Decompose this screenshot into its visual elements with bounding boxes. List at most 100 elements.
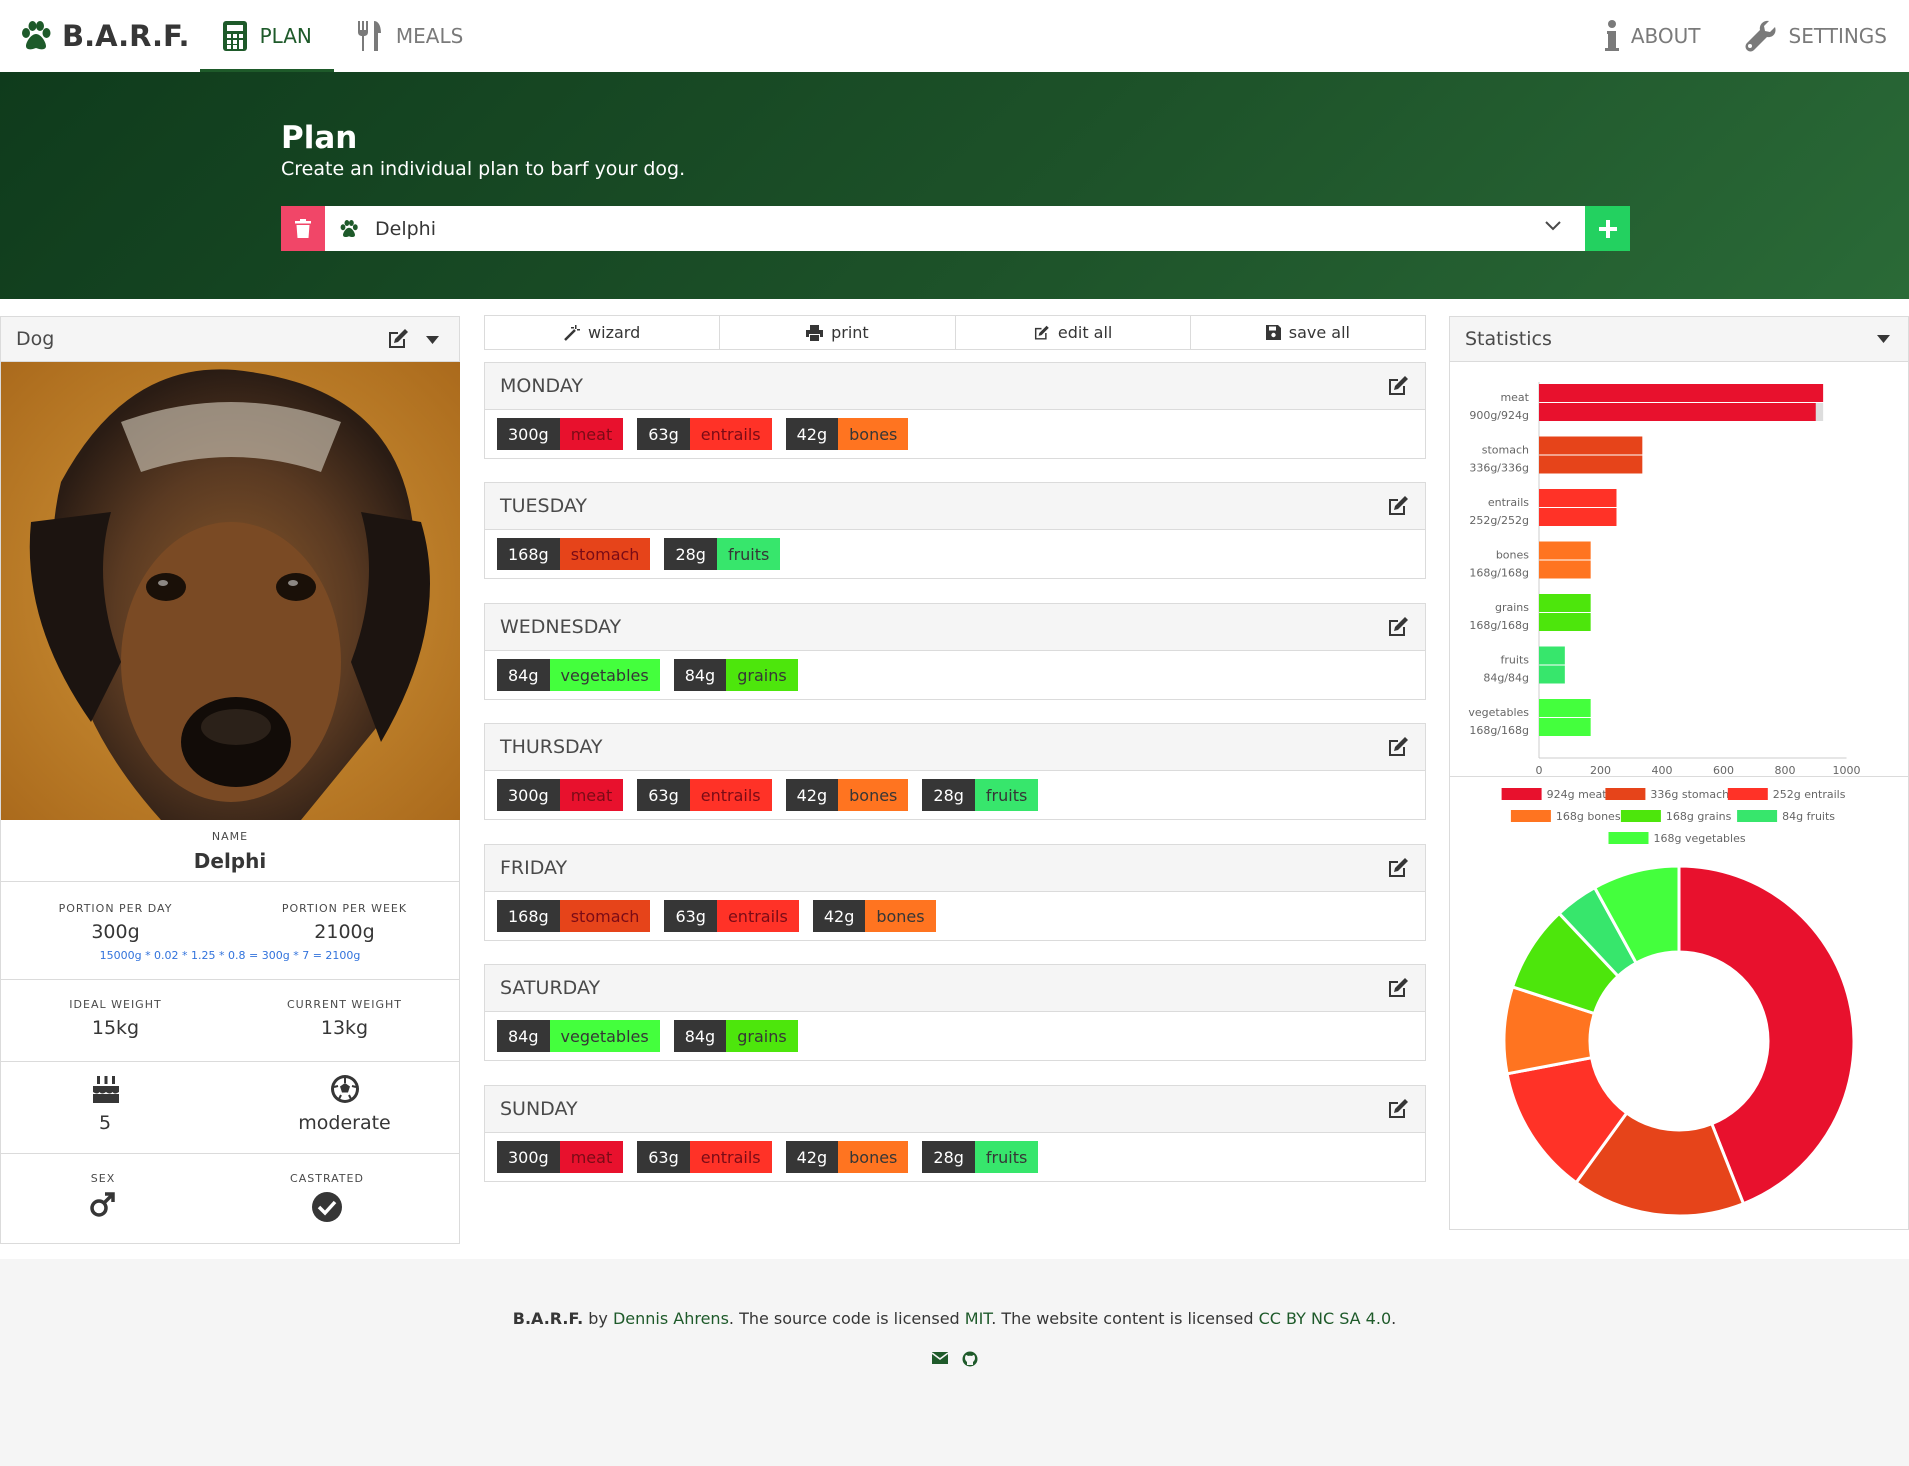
dog-card: Dog NAME Delphi PORTION PER DAY <box>0 316 460 1244</box>
footer-content-text: . The website content is licensed <box>991 1309 1259 1328</box>
meal-tag: 300g meat <box>497 1141 624 1173</box>
day-meal-tags: 300g meat 63g entrails 42g bones <box>485 410 1425 458</box>
print-label: print <box>831 323 869 342</box>
donut-chart: 924g meat 336g stomach 252g entrails 168g b… <box>1501 788 1856 1218</box>
day-meal-tags: 300g meat 63g entrails 42g bones 28g fruits <box>485 1133 1425 1181</box>
day-name: WEDNESDAY <box>500 616 622 638</box>
age-cell: 5 <box>1 1062 230 1153</box>
ideal-weight-cell: IDEAL WEIGHT 15kg <box>1 980 230 1061</box>
edit-icon[interactable] <box>1387 375 1409 397</box>
check-circle-icon <box>312 1192 342 1222</box>
portion-week-cell: PORTION PER WEEK 2100g <box>230 902 459 943</box>
dog-name-row: NAME Delphi <box>1 820 459 882</box>
footer-by: by <box>583 1309 613 1328</box>
utensils-icon <box>357 21 381 51</box>
bar-sublabel-entrails: 252g/252g <box>1469 514 1529 527</box>
day-card: SUNDAY 300g meat 63g entrails 42g bones 28g frui… <box>484 1085 1426 1182</box>
legend-swatch-bones <box>1510 810 1551 822</box>
wizard-button[interactable]: wizard <box>485 316 721 349</box>
meal-tag-amount: 42g <box>785 779 839 811</box>
legend-label-meat[interactable]: 924g meat <box>1547 788 1608 801</box>
meal-tag-amount: 42g <box>812 900 866 932</box>
delete-dog-button[interactable] <box>281 206 325 251</box>
paw-icon <box>22 21 51 50</box>
nav-plan[interactable]: PLAN <box>199 0 335 72</box>
meal-tag-amount: 28g <box>922 779 975 811</box>
meal-tag-type: bones <box>865 900 936 932</box>
brand-logo[interactable]: B.A.R.F. <box>20 0 190 72</box>
bar-actual-grains <box>1539 613 1591 631</box>
donut-slice-meat[interactable] <box>1677 864 1856 1206</box>
legend-label-stomach[interactable]: 336g stomach <box>1650 788 1729 801</box>
edit-icon[interactable] <box>1387 495 1409 517</box>
github-icon[interactable] <box>962 1351 978 1367</box>
meal-tag: 168g stomach <box>497 900 651 932</box>
edit-icon[interactable] <box>1387 1098 1409 1120</box>
legend-label-grains[interactable]: 168g grains <box>1666 810 1732 823</box>
day-name: FRIDAY <box>500 857 568 879</box>
nav-settings[interactable]: SETTINGS <box>1723 0 1909 72</box>
edit-all-button[interactable]: edit all <box>956 316 1191 349</box>
footer-text: B.A.R.F. by Dennis Ahrens. The source co… <box>0 1309 1909 1328</box>
day-name: SUNDAY <box>500 1098 578 1120</box>
legend-label-vegetables[interactable]: 168g vegetables <box>1654 832 1746 845</box>
bar-label-bones: bones <box>1496 549 1529 562</box>
mit-license-link[interactable]: MIT <box>964 1309 992 1328</box>
legend-label-entrails[interactable]: 252g entrails <box>1773 788 1846 801</box>
caret-down-icon[interactable] <box>426 336 439 344</box>
envelope-icon[interactable] <box>931 1351 948 1365</box>
meal-tag: 28g fruits <box>922 1141 1039 1173</box>
day-name: SATURDAY <box>500 977 601 999</box>
meal-tag: 63g entrails <box>637 418 772 450</box>
wrench-icon <box>1745 20 1776 52</box>
edit-icon[interactable] <box>1387 857 1409 879</box>
day-header: MONDAY <box>485 363 1425 410</box>
day-card: MONDAY 300g meat 63g entrails 42g bones <box>484 362 1426 459</box>
nav-meals[interactable]: MEALS <box>334 0 485 72</box>
x-tick-label: 600 <box>1713 764 1734 776</box>
nav-about[interactable]: ABOUT <box>1583 0 1723 72</box>
dog-name-value: Delphi <box>193 849 267 873</box>
meal-tag-type: meat <box>559 418 624 450</box>
meal-tag: 42g bones <box>785 1141 909 1173</box>
magic-wand-icon <box>564 324 581 341</box>
bar-sublabel-bones: 168g/168g <box>1469 567 1529 580</box>
meal-tag-type: stomach <box>559 900 651 932</box>
edit-icon[interactable] <box>1387 616 1409 638</box>
activity-value: moderate <box>298 1112 391 1134</box>
meal-tag-amount: 63g <box>637 1141 690 1173</box>
caret-down-icon[interactable] <box>1877 335 1890 343</box>
portion-week-label: PORTION PER WEEK <box>281 902 408 915</box>
legend-swatch-meat <box>1501 788 1542 800</box>
bar-planned-vegetables <box>1539 699 1591 717</box>
activity-cell: moderate <box>230 1062 459 1153</box>
author-link[interactable]: Dennis Ahrens <box>612 1309 729 1328</box>
edit-icon[interactable] <box>1387 736 1409 758</box>
top-navbar: B.A.R.F. PLAN MEALS ABOUT SETTINGS <box>0 0 1909 72</box>
edit-icon[interactable] <box>1387 977 1409 999</box>
meal-tag-type: entrails <box>689 779 772 811</box>
dog-select-dropdown[interactable]: Delphi <box>325 206 1585 251</box>
day-header: WEDNESDAY <box>485 604 1425 651</box>
page-title: Plan <box>281 120 358 156</box>
edit-icon <box>1034 325 1049 340</box>
meal-tag-type: meat <box>559 1141 624 1173</box>
dog-name-cell: NAME Delphi <box>1 820 459 881</box>
day-header: FRIDAY <box>485 845 1425 892</box>
edit-icon[interactable] <box>387 328 409 350</box>
meal-tag: 84g vegetables <box>497 1020 660 1052</box>
portion-week-value: 2100g <box>314 921 375 943</box>
bar-label-stomach: stomach <box>1482 444 1529 457</box>
print-button[interactable]: print <box>720 316 956 349</box>
donut-slice-vegetables[interactable] <box>1592 864 1681 966</box>
bar-sublabel-stomach: 336g/336g <box>1469 462 1529 475</box>
save-all-button[interactable]: save all <box>1191 316 1425 349</box>
add-dog-button[interactable] <box>1585 206 1630 251</box>
day-card: WEDNESDAY 84g vegetables 84g grains <box>484 603 1426 700</box>
legend-label-fruits[interactable]: 84g fruits <box>1782 810 1835 823</box>
bar-actual-bones <box>1539 560 1591 579</box>
legend-label-bones[interactable]: 168g bones <box>1556 810 1621 823</box>
cc-license-link[interactable]: CC BY NC SA 4.0 <box>1258 1309 1392 1328</box>
meal-tag-amount: 63g <box>637 779 690 811</box>
day-name: THURSDAY <box>500 736 603 758</box>
